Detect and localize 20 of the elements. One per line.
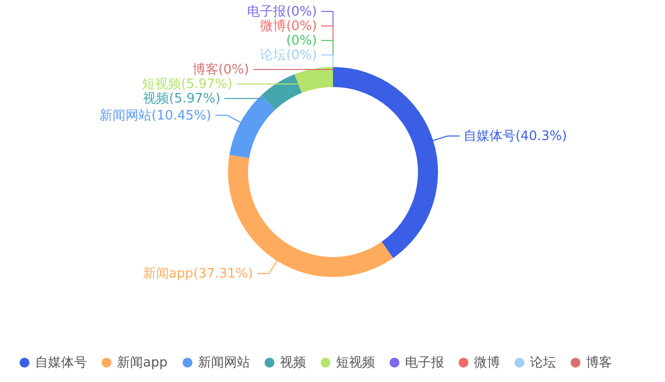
legend-label: 论坛 [530,356,556,371]
legend-label: 微博 [474,356,500,371]
text: (0%) [286,33,317,48]
text: 博客(0%) [192,62,250,78]
text: 电子报(0%) [247,4,317,20]
legend-label: 博客 [586,354,612,371]
data-label: 新闻app(37.31%) [142,266,253,282]
text: 微博(0%) [260,18,317,34]
data-label: 新闻网站(10.45%) [100,108,212,124]
legend-label: 短视频 [336,356,375,371]
donut-slice [229,95,276,158]
legend-label: 新闻app [117,356,168,371]
text: 论坛(0%) [260,48,317,63]
data-label: 自媒体号(40.3%) [463,128,567,144]
legend-label: 自媒体号 [35,356,87,371]
legend-label: 电子报 [405,356,444,371]
data-label: 视频(5.97%) [143,91,220,106]
legend-label: 视频 [280,356,306,371]
legend-label: 新闻网站 [198,356,250,371]
data-label: 短视频(5.97%) [142,76,232,92]
